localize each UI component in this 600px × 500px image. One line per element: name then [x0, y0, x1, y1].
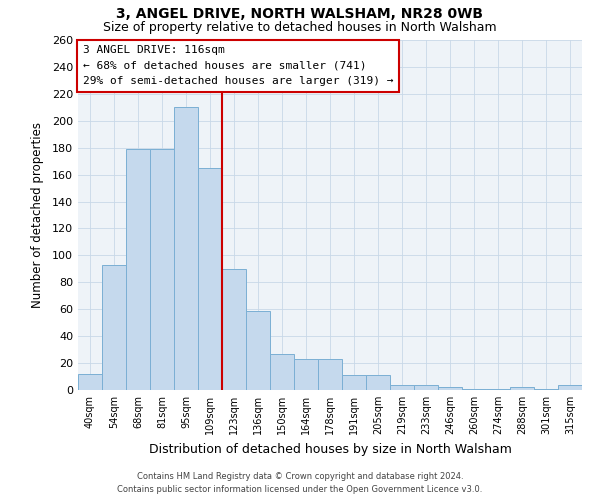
Bar [486, 388, 510, 390]
Bar [102, 265, 126, 390]
Y-axis label: Number of detached properties: Number of detached properties [31, 122, 44, 308]
Bar [534, 388, 558, 390]
Bar [294, 359, 318, 390]
Bar [462, 388, 486, 390]
Text: 3, ANGEL DRIVE, NORTH WALSHAM, NR28 0WB: 3, ANGEL DRIVE, NORTH WALSHAM, NR28 0WB [116, 8, 484, 22]
Bar [366, 375, 390, 390]
Bar [246, 310, 270, 390]
Bar [198, 168, 222, 390]
Bar [150, 149, 174, 390]
X-axis label: Distribution of detached houses by size in North Walsham: Distribution of detached houses by size … [149, 442, 511, 456]
Text: Size of property relative to detached houses in North Walsham: Size of property relative to detached ho… [103, 21, 497, 34]
Bar [390, 384, 414, 390]
Bar [558, 384, 582, 390]
Bar [174, 108, 198, 390]
Text: Contains HM Land Registry data © Crown copyright and database right 2024.
Contai: Contains HM Land Registry data © Crown c… [118, 472, 482, 494]
Text: 3 ANGEL DRIVE: 116sqm
← 68% of detached houses are smaller (741)
29% of semi-det: 3 ANGEL DRIVE: 116sqm ← 68% of detached … [83, 46, 394, 86]
Bar [270, 354, 294, 390]
Bar [78, 374, 102, 390]
Bar [414, 384, 438, 390]
Bar [126, 149, 150, 390]
Bar [342, 375, 366, 390]
Bar [318, 359, 342, 390]
Bar [222, 269, 246, 390]
Bar [438, 388, 462, 390]
Bar [510, 388, 534, 390]
